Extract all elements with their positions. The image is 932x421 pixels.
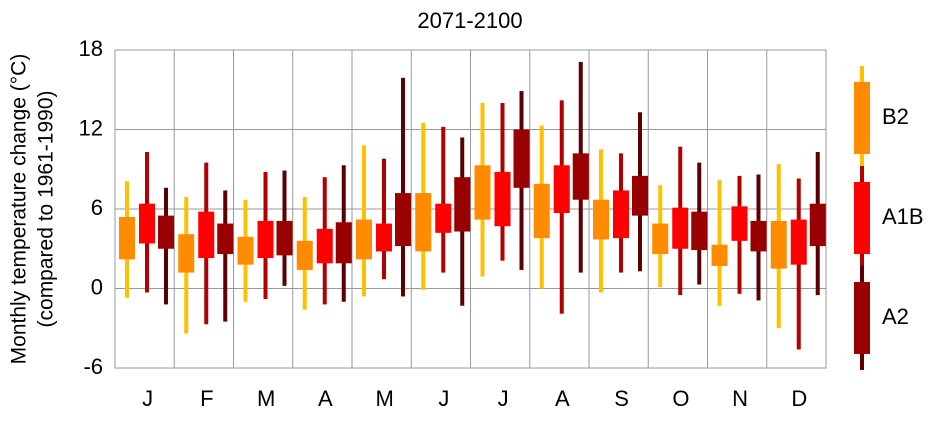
box	[593, 199, 609, 240]
x-tick-label: O	[672, 386, 689, 411]
box	[415, 193, 432, 252]
box	[316, 228, 333, 264]
x-tick-label: M	[375, 386, 393, 411]
plot-frame	[114, 49, 827, 369]
box	[513, 129, 530, 188]
box	[790, 219, 807, 265]
whisker	[382, 158, 386, 280]
box	[335, 222, 352, 264]
y-axis-label: (compared to 1961-1990)	[35, 91, 58, 328]
x-tick-label: D	[791, 386, 807, 411]
x-tick-label: A	[318, 386, 333, 411]
box	[672, 207, 689, 249]
legend-label: B2	[882, 104, 909, 129]
box	[237, 236, 254, 265]
y-axis-label: Monthly temperature change (°C)	[8, 54, 31, 365]
box	[750, 220, 767, 252]
y-tick-label: 6	[91, 195, 103, 220]
y-tick-label: 18	[79, 36, 103, 61]
box	[809, 203, 826, 247]
legend-label: A2	[882, 304, 909, 329]
whisker	[401, 77, 405, 297]
box	[217, 223, 234, 255]
whisker	[441, 126, 446, 273]
box	[711, 244, 728, 266]
x-tick-label: J	[142, 386, 153, 411]
box	[632, 175, 648, 216]
legend-box	[854, 282, 870, 354]
box	[494, 171, 511, 227]
box	[691, 211, 708, 251]
box	[454, 177, 471, 232]
y-tick-label: -6	[83, 354, 103, 379]
box	[435, 203, 452, 233]
x-tick-label: A	[555, 386, 570, 411]
box	[395, 193, 411, 247]
y-tick-label: 12	[79, 115, 103, 140]
box	[770, 220, 787, 269]
box	[139, 203, 155, 244]
box	[474, 165, 491, 220]
chart-title: 2071-2100	[417, 8, 522, 33]
y-tick-label: 0	[91, 274, 103, 299]
legend-label: A1B	[882, 204, 924, 229]
box	[178, 234, 195, 273]
box	[376, 223, 392, 252]
x-tick-label: F	[200, 386, 213, 411]
legend-box	[854, 82, 870, 154]
x-tick-label: M	[257, 386, 275, 411]
box	[731, 206, 748, 241]
box	[257, 220, 274, 259]
box	[158, 215, 174, 249]
box	[296, 240, 313, 270]
box	[572, 153, 589, 200]
box	[553, 165, 570, 213]
whisker	[717, 179, 722, 306]
box	[652, 223, 669, 255]
x-tick-label: J	[438, 386, 449, 411]
x-tick-label: J	[498, 386, 509, 411]
box	[198, 211, 215, 259]
x-tick-label: N	[732, 386, 748, 411]
whisker	[223, 190, 228, 322]
box	[276, 220, 293, 256]
box	[119, 216, 135, 260]
legend-box	[854, 182, 870, 254]
box	[613, 190, 629, 239]
box	[356, 219, 372, 260]
x-tick-label: S	[614, 386, 629, 411]
box	[533, 183, 550, 239]
